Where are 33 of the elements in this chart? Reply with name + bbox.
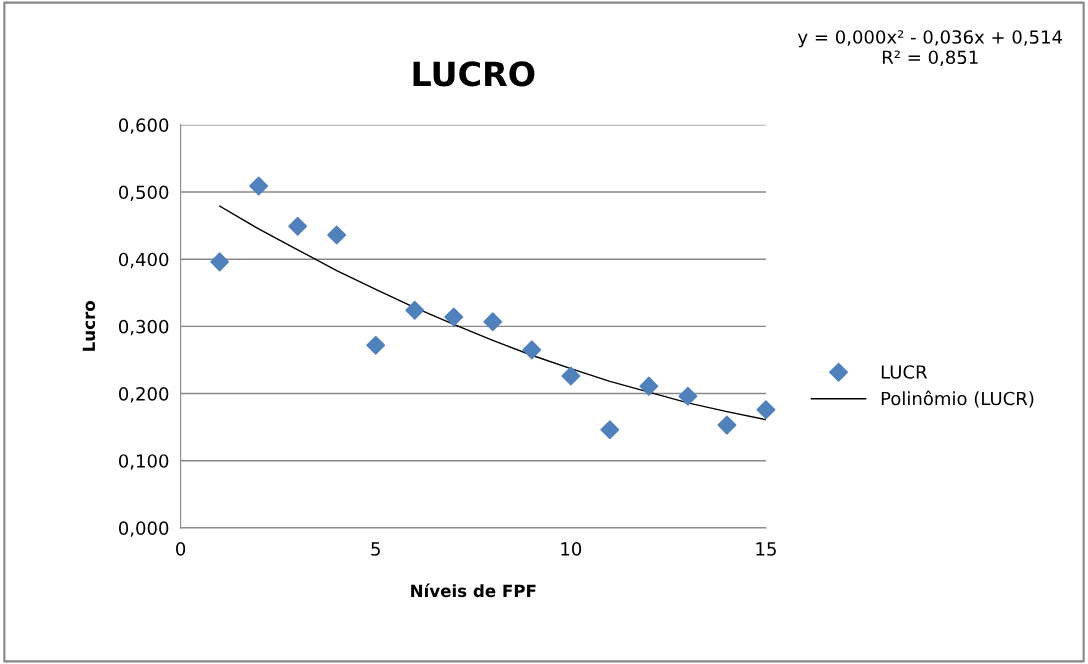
point: [483, 312, 503, 332]
x-tick-label: 10: [561, 542, 582, 556]
point: [600, 420, 620, 440]
y-tick-label: 0,100: [119, 454, 169, 470]
y-tick-label: 0,400: [119, 252, 169, 269]
text: y = 0,000x² - 0,036x + 0,514: [797, 30, 1063, 48]
point: [678, 386, 698, 406]
point: [756, 400, 776, 420]
point: [561, 366, 581, 386]
point: [405, 300, 425, 320]
x-tick-label: 5: [371, 542, 380, 556]
point: [522, 340, 542, 360]
y-tick-label: 0,500: [119, 185, 169, 201]
point: [639, 376, 659, 396]
text: R² = 0,851: [882, 50, 978, 66]
x-tick-label: 0: [176, 542, 186, 556]
x-axis-title: Níveis de FPF: [411, 583, 536, 598]
point: [717, 415, 737, 435]
point: [366, 335, 386, 355]
x-tick-label: 15: [756, 542, 776, 556]
y-tick-label: 0,600: [119, 118, 169, 134]
y-axis-title: Lucro: [82, 301, 96, 351]
point: [327, 225, 347, 245]
y-tick-label: 0,000: [119, 521, 169, 537]
legend-label: LUCR: [881, 365, 928, 379]
point: [288, 216, 308, 236]
point: [444, 307, 464, 327]
point: [249, 176, 269, 196]
y-tick-label: 0,300: [119, 319, 169, 336]
legend-label: Polinômio (LUCR): [881, 390, 1034, 408]
chart-title: LUCRO: [413, 61, 535, 87]
point: [210, 252, 230, 272]
y-tick-label: 0,200: [119, 386, 169, 403]
